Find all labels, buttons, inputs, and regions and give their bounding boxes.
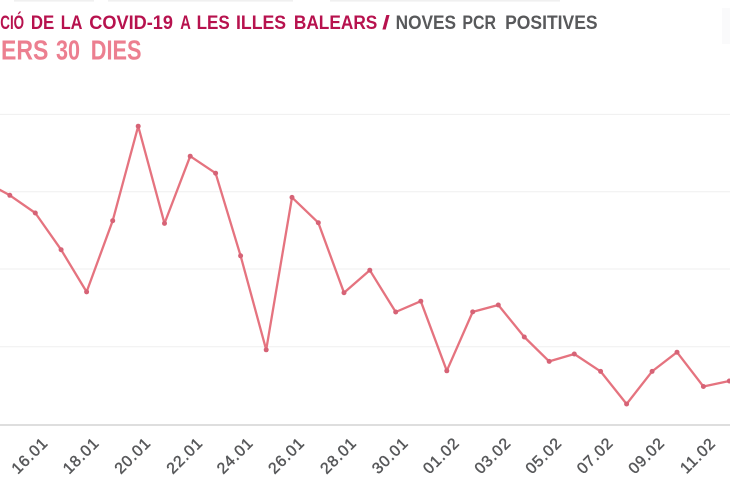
svg-text:DIES: DIES	[91, 35, 142, 66]
svg-text:/: /	[382, 13, 391, 34]
svg-text:POSITIVES: POSITIVES	[505, 13, 597, 34]
svg-text:PCR: PCR	[462, 13, 496, 34]
svg-text:CIÓ: CIÓ	[0, 12, 24, 34]
svg-text:DE: DE	[31, 13, 54, 34]
svg-text:NOVES: NOVES	[396, 13, 457, 34]
svg-text:30: 30	[56, 35, 80, 66]
svg-text:LA: LA	[61, 13, 83, 34]
svg-text:A: A	[180, 13, 191, 34]
svg-text:LES: LES	[197, 13, 230, 34]
svg-text:BALEARS: BALEARS	[294, 13, 377, 34]
svg-text:COVID-19: COVID-19	[89, 13, 173, 34]
svg-text:ILLES: ILLES	[236, 13, 286, 34]
svg-text:ERS: ERS	[1, 35, 48, 66]
